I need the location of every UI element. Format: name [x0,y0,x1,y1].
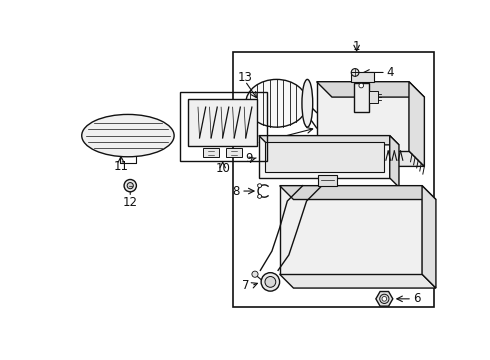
Text: 8: 8 [232,185,240,198]
Polygon shape [317,82,424,97]
Polygon shape [280,274,436,288]
Circle shape [258,194,262,198]
Polygon shape [390,136,399,187]
Bar [245,99,249,108]
Text: 3: 3 [401,85,409,98]
Polygon shape [259,136,399,145]
Text: 9: 9 [245,152,252,165]
Bar [351,72,374,82]
Text: 4: 4 [386,66,393,79]
Text: 5: 5 [427,214,434,227]
Bar [280,186,422,274]
Text: 10: 10 [215,162,230,175]
Polygon shape [409,82,424,166]
Bar [226,148,242,157]
Bar [369,91,378,103]
Circle shape [252,271,258,277]
Polygon shape [317,151,424,166]
Ellipse shape [82,114,174,157]
Bar [265,142,384,172]
Bar [203,148,219,157]
FancyBboxPatch shape [354,83,369,112]
Bar [179,92,267,161]
Circle shape [261,273,280,291]
Polygon shape [280,186,436,199]
Circle shape [124,180,136,192]
Bar [318,175,337,186]
Text: 12: 12 [122,196,138,209]
Text: 11: 11 [114,160,128,173]
Circle shape [265,276,276,287]
Circle shape [382,297,387,301]
Bar [233,53,434,307]
Text: 13: 13 [238,71,252,84]
Text: 2: 2 [247,137,255,150]
Text: 6: 6 [413,292,420,305]
Ellipse shape [302,80,313,127]
Bar [259,136,390,178]
Polygon shape [422,186,436,288]
Bar [317,82,409,151]
Circle shape [127,183,133,189]
FancyBboxPatch shape [188,99,257,145]
Circle shape [380,294,389,303]
Text: 7: 7 [242,279,249,292]
Ellipse shape [245,80,307,127]
Circle shape [359,83,364,88]
Circle shape [258,184,262,188]
Circle shape [351,69,359,76]
Text: 1: 1 [353,40,360,53]
